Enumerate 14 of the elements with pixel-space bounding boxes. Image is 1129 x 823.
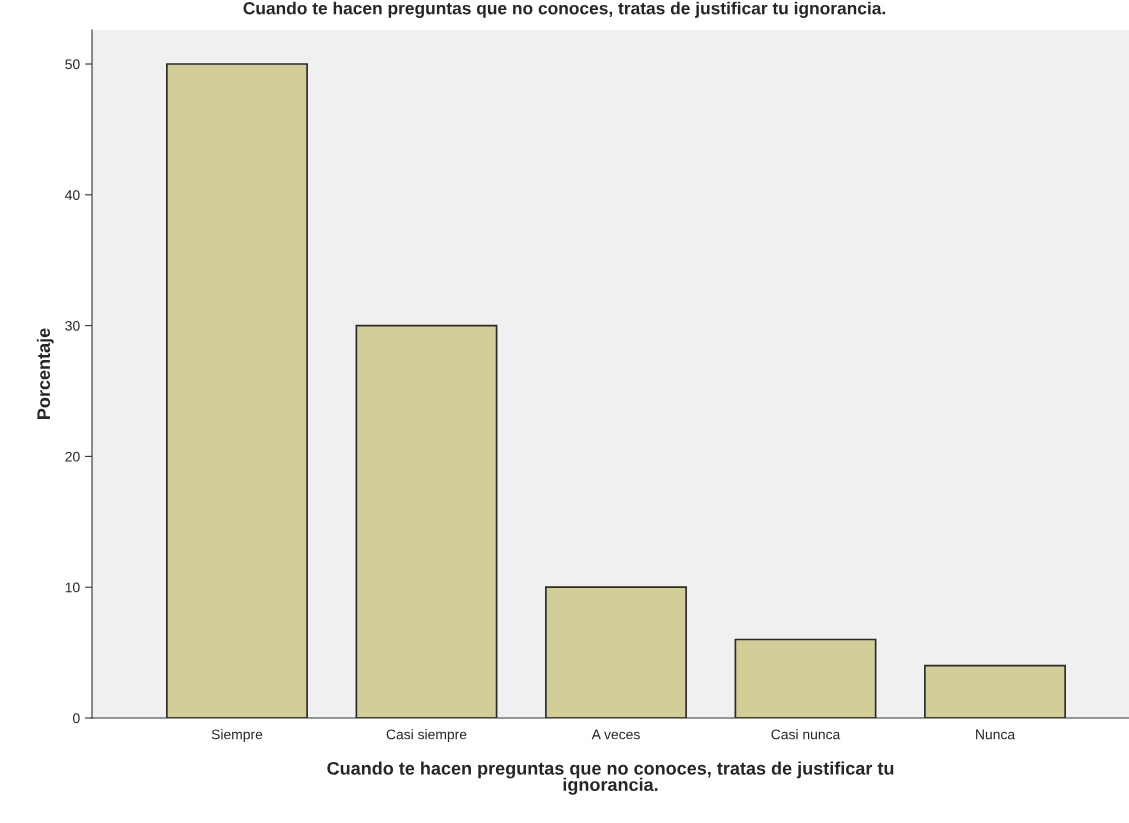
x-tick-label: Casi siempre (386, 729, 467, 743)
y-tick-label: 30 (65, 320, 80, 331)
y-tick-label: 0 (73, 713, 80, 724)
y-tick-label: 50 (65, 59, 80, 70)
y-tick-label: 20 (65, 451, 80, 462)
x-tick-label: A veces (591, 729, 640, 740)
y-tick-label: 40 (65, 190, 80, 200)
chart-title: Cuando te hacen preguntas que no conoces, tratas de justificar tu ignorancia. (243, 1, 886, 18)
y-tick-label: 10 (65, 582, 80, 593)
x-tick-label: Nunca (976, 729, 1016, 740)
x-axis-title: Cuando te hacen preguntas que no conoces, tratas de justificar tu ignorancia. (327, 761, 894, 795)
x-tick-label: Siempre (211, 729, 263, 743)
y-axis-title: Porcentaje (36, 328, 54, 419)
x-tick-label: Casi nunca (771, 729, 841, 740)
